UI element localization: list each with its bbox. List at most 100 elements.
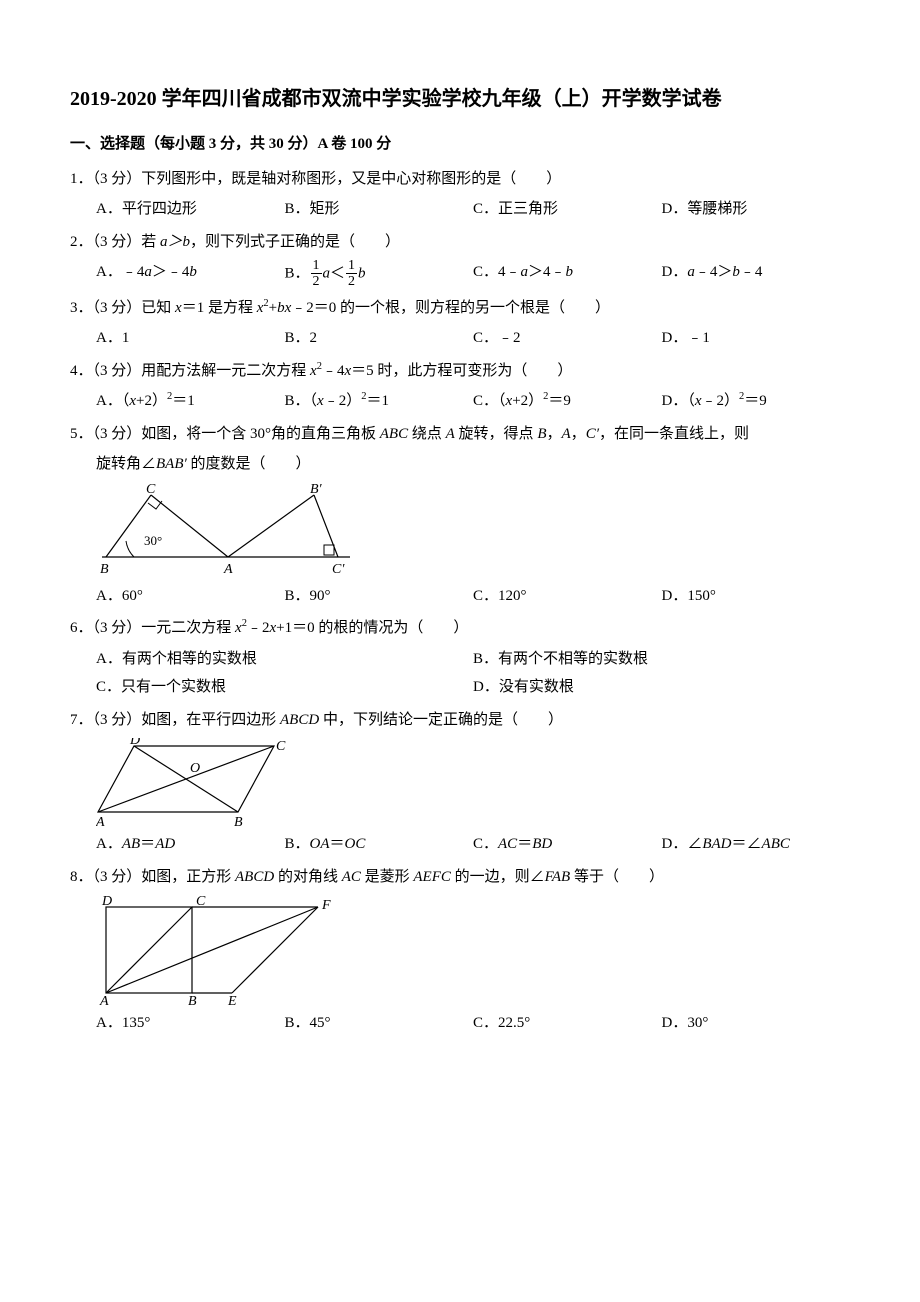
q8-fab: FAB	[545, 869, 571, 885]
q7-fig-c: C	[276, 739, 286, 754]
q8-choice-c: C．22.5°	[473, 1009, 662, 1038]
q5-figure: C B′ 30° B A C′	[70, 483, 850, 578]
q6-stem: 6．（3 分）一元二次方程 x2﹣2x+1＝0 的根的情况为（ ）	[70, 614, 850, 643]
q8-choice-a: A．135°	[96, 1009, 285, 1038]
q5-cp: C′	[586, 426, 599, 442]
q4d-pre: D．（	[662, 393, 695, 409]
q4a-mid: +2）	[136, 393, 167, 409]
q6-x: x	[235, 620, 242, 636]
q5-line2: 旋转角∠BAB′ 的度数是（ ）	[70, 450, 850, 479]
q2a-a: a	[144, 264, 152, 280]
q6-choice-c: C．只有一个实数根	[96, 673, 473, 702]
q6-rest: +1＝0 的根的情况为（ ）	[276, 620, 468, 636]
q2d-pre: D．	[662, 264, 688, 280]
q4-pre: 4．（3 分）用配方法解一元二次方程	[70, 363, 310, 379]
q8-choice-d: D．30°	[662, 1009, 851, 1038]
q5-a: A	[446, 426, 455, 442]
q5-stem: 5．（3 分）如图，将一个含 30°角的直角三角板 ABC 绕点 A 旋转，得点…	[70, 420, 850, 449]
q7-figure: D C O A B	[70, 738, 850, 826]
q7c-eq: ＝	[517, 836, 532, 852]
q5-choice-b: B．90°	[285, 582, 474, 611]
q2b-pre: B．	[285, 265, 310, 281]
q5-pre: 5．（3 分）如图，将一个含 30°角的直角三角板	[70, 426, 380, 442]
q8-aefc: AEFC	[413, 869, 451, 885]
q7c-l: AC	[498, 836, 517, 852]
q4-rest: ＝5 时，此方程可变形为（ ）	[351, 363, 572, 379]
q8-ac: AC	[342, 869, 361, 885]
q2-choice-b: B．12a＜12b	[285, 258, 474, 290]
q2d-a: a	[687, 264, 695, 280]
q5-m3: ，在同一条直线上，则	[599, 426, 749, 442]
q8-fig-d: D	[101, 895, 112, 909]
q8-figure: D C F A B E	[70, 895, 850, 1005]
q4-choice-d: D．（x﹣2）2＝9	[662, 387, 851, 416]
q8-stem: 8．（3 分）如图，正方形 ABCD 的对角线 AC 是菱形 AEFC 的一边，…	[70, 863, 850, 892]
q7-fig-d: D	[129, 738, 140, 748]
q4b-pre: B．（	[285, 393, 318, 409]
question-2: 2．（3 分）若 a＞b，则下列式子正确的是（ ） A．﹣4a＞﹣4b B．12…	[70, 228, 850, 290]
page-title: 2019-2020 学年四川省成都市双流中学实验学校九年级（上）开学数学试卷	[70, 80, 850, 118]
q7a-l: AB	[122, 836, 140, 852]
question-1: 1．（3 分）下列图形中，既是轴对称图形，又是中心对称图形的是（ ） A．平行四…	[70, 165, 850, 224]
q2d-mid: ﹣4＞	[695, 264, 733, 280]
q2-choice-d: D．a﹣4＞b﹣4	[662, 258, 851, 290]
q7-fig-b: B	[234, 815, 243, 826]
q7-choices: A．AB＝AD B．OA＝OC C．AC＝BD D．∠BAD＝∠ABC	[70, 830, 850, 859]
q5-fig-b: B	[100, 562, 109, 577]
q3-choice-c: C．﹣2	[473, 324, 662, 353]
q8-mid2: 是菱形	[361, 869, 414, 885]
q2-choices: A．﹣4a＞﹣4b B．12a＜12b C．4﹣a＞4﹣b D．a﹣4＞b﹣4	[70, 258, 850, 290]
q4d-mid: ﹣2）	[702, 393, 740, 409]
q5-choice-a: A．60°	[96, 582, 285, 611]
q4a-pre: A．（	[96, 393, 129, 409]
q3-pre: 3．（3 分）已知	[70, 300, 175, 316]
q5-choice-d: D．150°	[662, 582, 851, 611]
q2a-m: ＞﹣4	[152, 264, 190, 280]
q5-m2: 旋转，得点	[455, 426, 538, 442]
q7-choice-a: A．AB＝AD	[96, 830, 285, 859]
q2b-lt: ＜	[330, 265, 345, 281]
q8-mid3: 的一边，则∠	[451, 869, 545, 885]
q2b-a: a	[323, 265, 331, 281]
q7-post: 中，下列结论一定正确的是（ ）	[319, 712, 563, 728]
q2a-pre: A．﹣4	[96, 264, 144, 280]
q7b-l: OA	[310, 836, 330, 852]
q5-fig-cp: C′	[332, 562, 345, 577]
question-7: 7．（3 分）如图，在平行四边形 ABCD 中，下列结论一定正确的是（ ） D …	[70, 706, 850, 859]
q1-choice-b: B．矩形	[285, 195, 474, 224]
q3-choices: A．1 B．2 C．﹣2 D．﹣1	[70, 324, 850, 353]
q8-abcd: ABCD	[235, 869, 274, 885]
q4d-x: x	[695, 393, 702, 409]
q8-fig-a: A	[99, 994, 109, 1005]
q5-fig-a: A	[223, 562, 233, 577]
q7c-pre: C．	[473, 836, 498, 852]
q2-ab: a＞b	[160, 234, 190, 250]
q2-stem: 2．（3 分）若 a＞b，则下列式子正确的是（ ）	[70, 228, 850, 257]
question-4: 4．（3 分）用配方法解一元二次方程 x2﹣4x＝5 时，此方程可变形为（ ） …	[70, 357, 850, 416]
question-5: 5．（3 分）如图，将一个含 30°角的直角三角板 ABC 绕点 A 旋转，得点…	[70, 420, 850, 611]
q7b-pre: B．	[285, 836, 310, 852]
q7d-l: BAD	[702, 836, 731, 852]
q7-choice-b: B．OA＝OC	[285, 830, 474, 859]
q7a-r: AD	[155, 836, 175, 852]
q2b-b: b	[358, 265, 366, 281]
q4c-post: ＝9	[548, 393, 571, 409]
q7-choice-d: D．∠BAD＝∠ABC	[662, 830, 851, 859]
q1-choice-d: D．等腰梯形	[662, 195, 851, 224]
q8-fig-e: E	[227, 994, 237, 1005]
q2-choice-a: A．﹣4a＞﹣4b	[96, 258, 285, 290]
question-6: 6．（3 分）一元二次方程 x2﹣2x+1＝0 的根的情况为（ ） A．有两个相…	[70, 614, 850, 702]
q7-fig-a: A	[96, 815, 105, 826]
q2b-n1: 1	[311, 258, 322, 274]
q4-mid: ﹣4	[322, 363, 345, 379]
q6-choices: A．有两个相等的实数根 B．有两个不相等的实数根 C．只有一个实数根 D．没有实…	[70, 645, 850, 702]
q7b-r: OC	[345, 836, 366, 852]
q7-stem: 7．（3 分）如图，在平行四边形 ABCD 中，下列结论一定正确的是（ ）	[70, 706, 850, 735]
q7a-pre: A．	[96, 836, 122, 852]
q2d-b: b	[732, 264, 740, 280]
q5-choice-c: C．120°	[473, 582, 662, 611]
q2c-pre: C．4﹣	[473, 264, 521, 280]
q5-l2-post: 的度数是（ ）	[187, 456, 311, 472]
q1-choice-c: C．正三角形	[473, 195, 662, 224]
q4b-x: x	[317, 393, 324, 409]
